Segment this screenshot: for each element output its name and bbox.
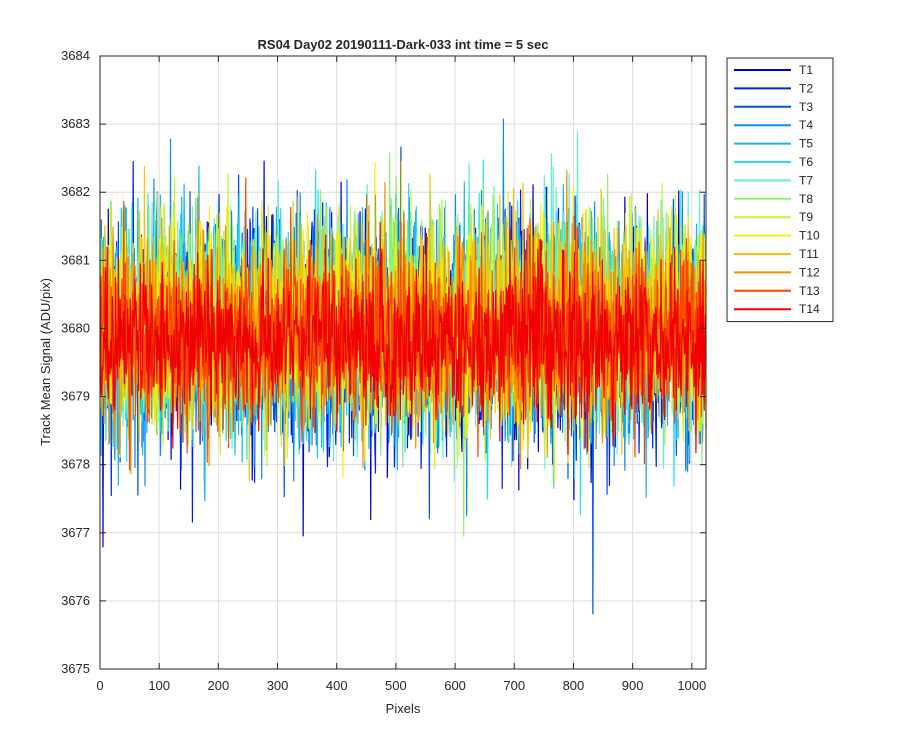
- y-tick-label: 3676: [61, 593, 90, 608]
- legend-label: T8: [799, 192, 813, 206]
- y-axis-label: Track Mean Signal (ADU/pix): [38, 278, 53, 446]
- axis-ticks: 0 100 200 300 400 500 600 700 800 900 1000 3675 3676…: [61, 48, 706, 693]
- x-tick-label: 100: [148, 678, 170, 693]
- legend-label: T14: [799, 302, 820, 316]
- plot-border: [99, 55, 707, 670]
- legend-label: T4: [799, 118, 813, 132]
- legend-label: T5: [799, 137, 813, 151]
- legend-box: [726, 57, 834, 323]
- legend-label: T12: [799, 265, 820, 279]
- x-tick-label: 0: [96, 678, 103, 693]
- legend: T1 T2 T3 T4 T5 T6 T7 T8 T9 T10 T11 T12 T13 T14: [726, 57, 834, 323]
- legend-label: T10: [799, 229, 820, 243]
- x-tick-label: 600: [444, 678, 466, 693]
- x-tick-label: 500: [385, 678, 407, 693]
- legend-label: T7: [799, 173, 813, 187]
- x-tick-label: 900: [622, 678, 644, 693]
- x-axis-label: Pixels: [386, 701, 421, 716]
- legend-label: T3: [799, 100, 813, 114]
- y-tick-label: 3680: [61, 320, 90, 335]
- y-tick-label: 3682: [61, 184, 90, 199]
- legend-label: T11: [799, 247, 819, 261]
- legend-label: T6: [799, 155, 813, 169]
- legend-label: T2: [799, 81, 813, 95]
- y-tick-label: 3684: [61, 48, 90, 63]
- y-tick-label: 3678: [61, 457, 90, 472]
- legend-label: T1: [799, 63, 813, 77]
- y-tick-label: 3675: [61, 661, 90, 676]
- x-tick-label: 400: [326, 678, 348, 693]
- y-tick-label: 3679: [61, 389, 90, 404]
- chart-title: RS04 Day02 20190111-Dark-033 int time = …: [258, 37, 549, 52]
- y-tick-label: 3683: [61, 116, 90, 131]
- y-tick-label: 3681: [61, 252, 90, 267]
- legend-label: T13: [799, 284, 820, 298]
- legend-label: T9: [799, 210, 813, 224]
- series-layer: [99, 118, 707, 615]
- x-tick-label: 700: [503, 678, 525, 693]
- series-line-t14: [99, 221, 707, 455]
- y-tick-label: 3677: [61, 525, 90, 540]
- x-tick-label: 300: [267, 678, 289, 693]
- x-tick-label: 200: [208, 678, 230, 693]
- x-tick-label: 800: [563, 678, 585, 693]
- x-tick-label: 1000: [677, 678, 706, 693]
